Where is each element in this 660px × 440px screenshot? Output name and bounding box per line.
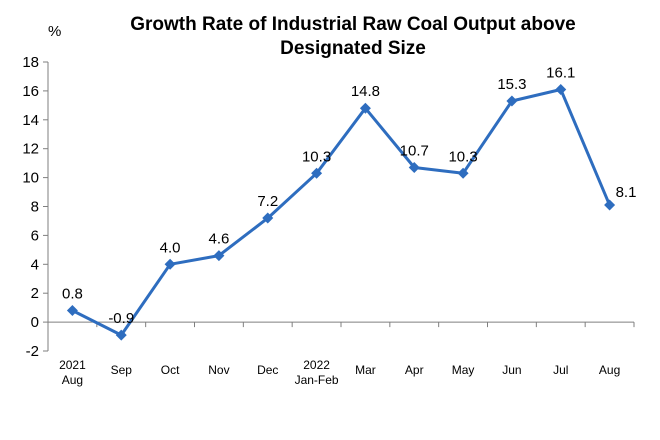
data-label: 8.1 (616, 184, 637, 201)
data-point-marker (213, 250, 225, 262)
data-label: 15.3 (497, 76, 526, 93)
x-tick-label: Sep (111, 363, 133, 377)
y-tick-label: 8 (31, 199, 39, 216)
data-label: 0.8 (62, 286, 83, 303)
data-point-marker (457, 167, 469, 179)
data-label: 10.7 (400, 142, 429, 159)
data-point-marker (555, 83, 567, 95)
data-point-marker (66, 305, 78, 317)
y-axis-unit: % (48, 23, 61, 40)
chart-title: Growth Rate of Industrial Raw Coal Outpu… (130, 14, 575, 59)
x-tick-label: Dec (257, 363, 278, 377)
data-label: 16.1 (546, 64, 575, 81)
y-tick-label: 18 (22, 54, 39, 71)
y-tick-label: 16 (22, 83, 39, 100)
data-labels: 0.8 -0.9 4.0 4.6 7.2 10.3 14.8 10.7 10.3 15.3 16.1… (62, 64, 636, 327)
x-tick-label: Oct (161, 363, 180, 377)
x-tick-label: Aug (62, 373, 83, 387)
data-label: 14.8 (351, 83, 380, 100)
data-label: 10.3 (302, 148, 331, 165)
data-point-marker (506, 95, 518, 107)
x-tick-label: Jul (553, 363, 568, 377)
data-label: 4.6 (208, 231, 229, 248)
series-growth-rate (66, 83, 616, 341)
x-tick-label: Apr (405, 363, 424, 377)
y-tick-label: 6 (31, 227, 39, 244)
y-tick-label: 4 (31, 256, 39, 273)
data-point-marker (604, 199, 616, 211)
x-tick-label: May (452, 363, 475, 377)
x-tick-label: Jun (502, 363, 521, 377)
data-label: 7.2 (257, 193, 278, 210)
x-tick-label: 2022 (303, 358, 330, 372)
y-tick-label: 14 (22, 112, 39, 129)
x-tick-label: Aug (599, 363, 620, 377)
x-tick-label: Nov (208, 363, 229, 377)
x-tick-label: Mar (355, 363, 376, 377)
y-tick-label: -2 (26, 343, 39, 360)
data-point-marker (115, 329, 127, 341)
x-tick-label: Jan-Feb (295, 373, 339, 387)
data-point-marker (311, 167, 323, 179)
y-tick-label: 12 (22, 141, 39, 158)
data-point-marker (164, 258, 176, 270)
y-tick-label: 2 (31, 285, 39, 302)
y-axis: -2 0 2 4 6 8 10 12 14 16 18 (22, 54, 49, 360)
data-label: 10.3 (448, 148, 477, 165)
y-tick-label: 10 (22, 170, 39, 187)
chart-title-line-2: Designated Size (280, 38, 426, 59)
data-point-marker (408, 161, 420, 173)
data-label: 4.0 (160, 239, 181, 256)
chart-title-line-1: Growth Rate of Industrial Raw Coal Outpu… (130, 14, 575, 35)
data-label: -0.9 (108, 310, 134, 327)
x-tick-label: 2021 (59, 358, 86, 372)
data-point-marker (359, 102, 371, 114)
y-tick-label: 0 (31, 314, 39, 331)
series-line (71, 88, 611, 337)
data-point-marker (262, 212, 274, 224)
